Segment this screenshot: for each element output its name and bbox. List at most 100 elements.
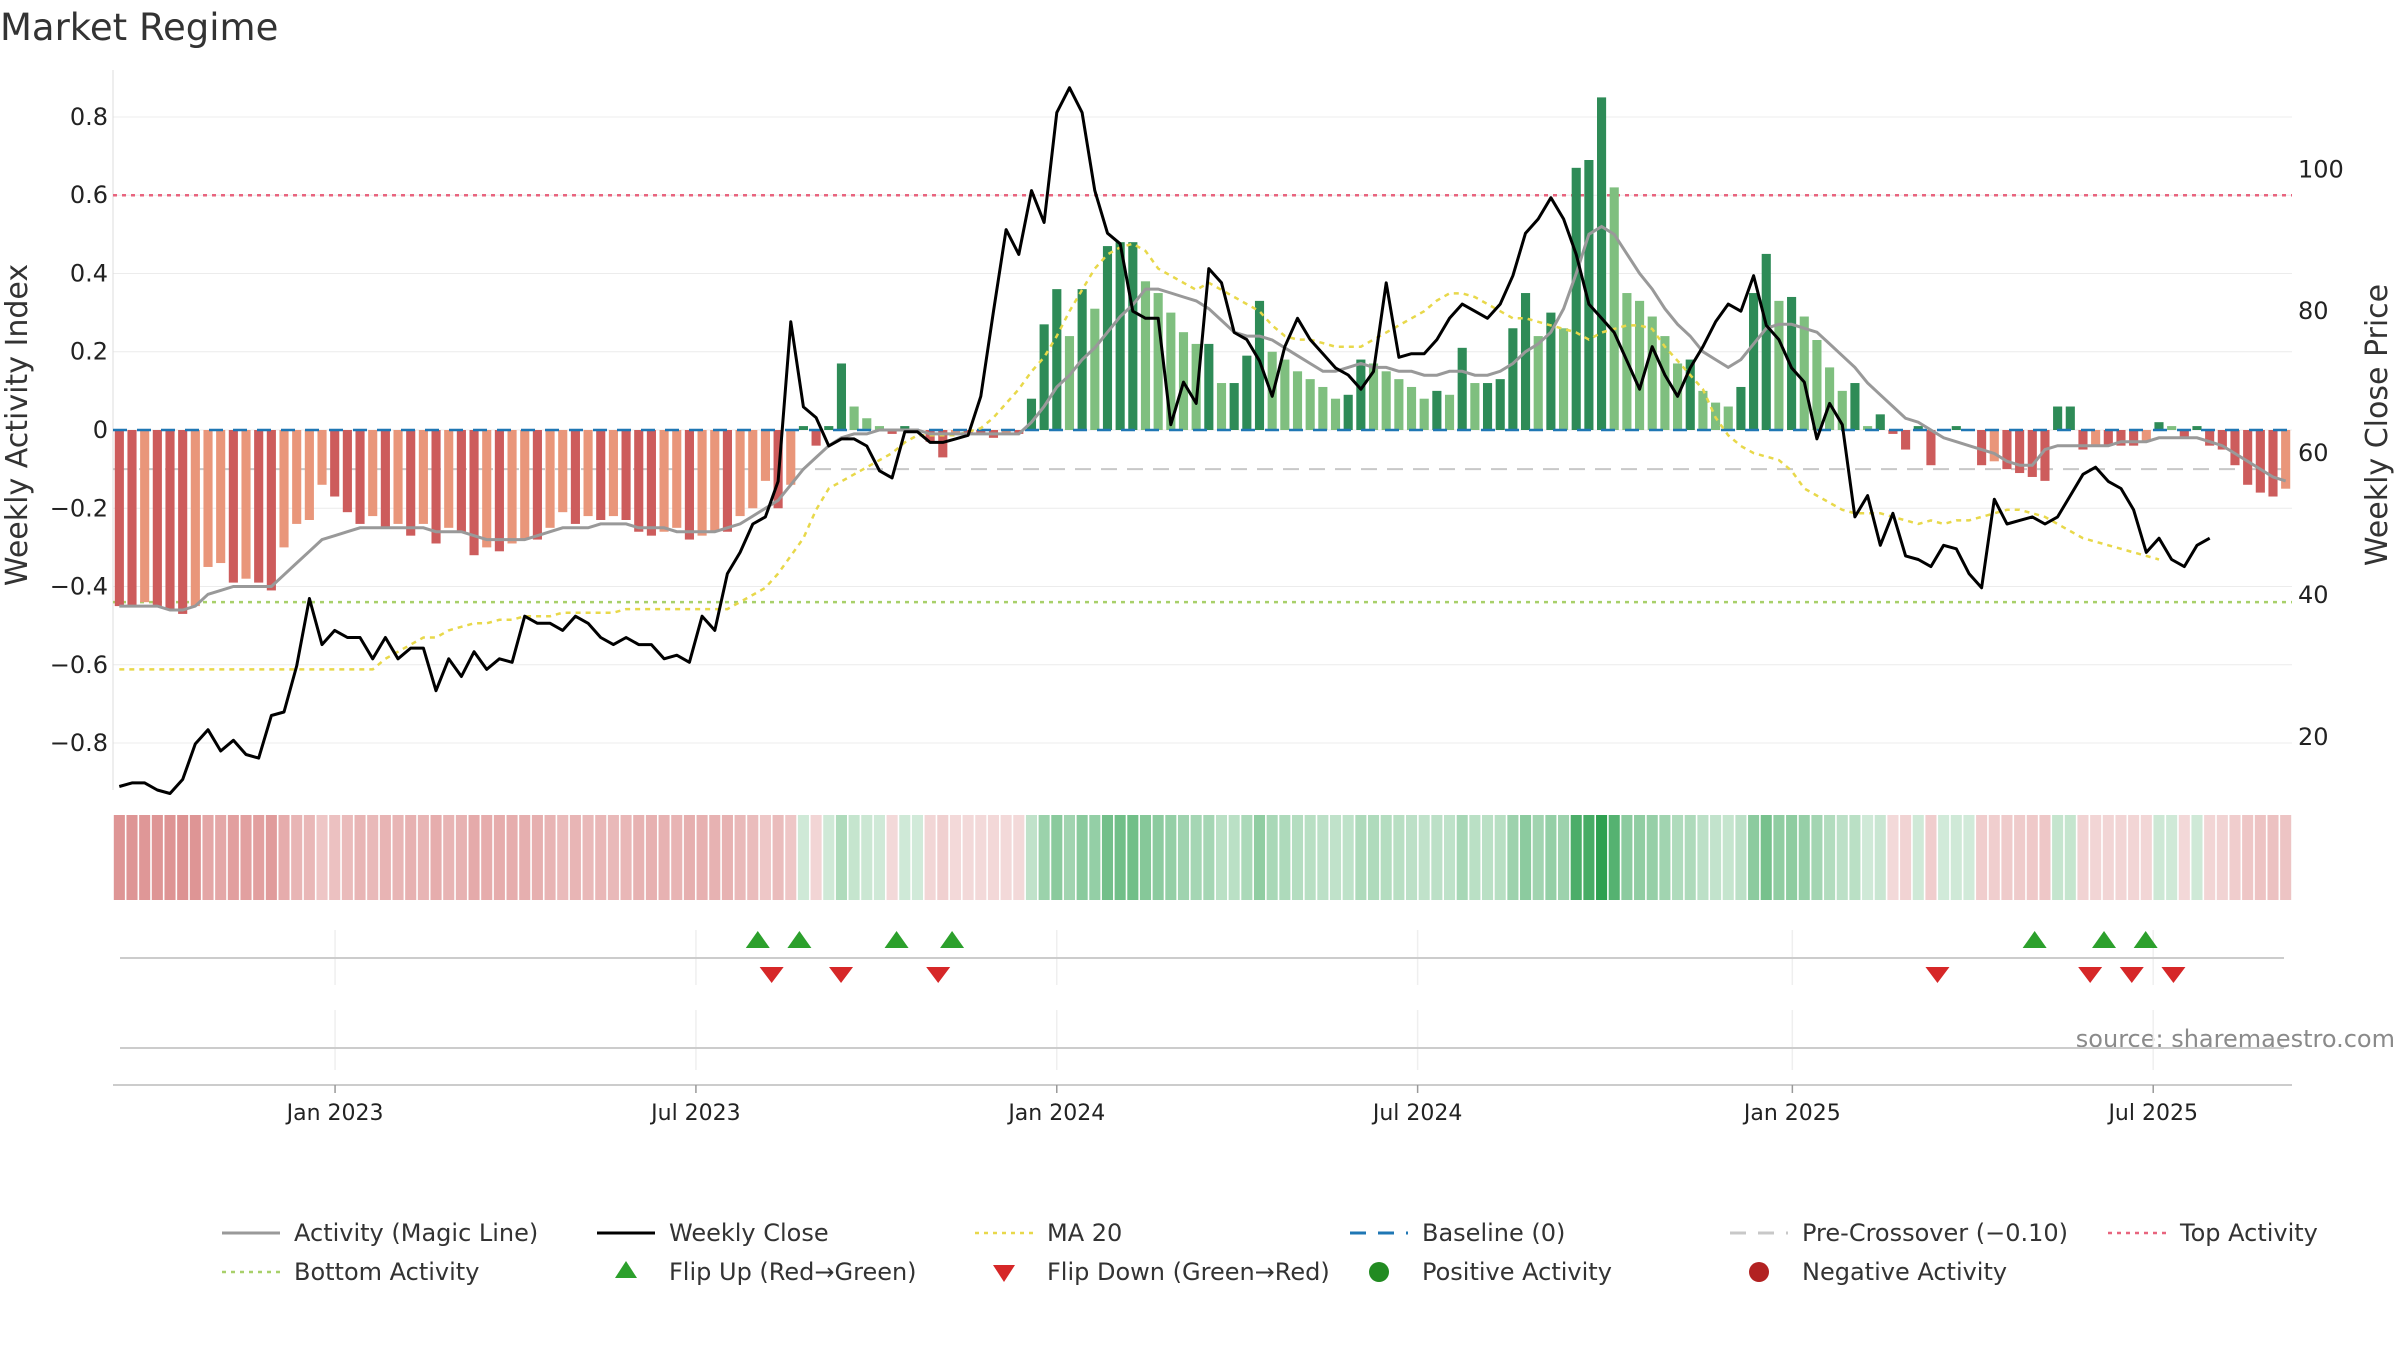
activity-bar bbox=[469, 430, 479, 556]
activity-bar bbox=[178, 430, 188, 614]
legend-item: Pre-Crossover (−0.10) bbox=[1730, 1219, 2068, 1247]
activity-bar bbox=[1951, 426, 1961, 430]
regime-strip-cell bbox=[1545, 815, 1557, 900]
activity-bar bbox=[2192, 426, 2202, 430]
activity-bar bbox=[710, 430, 720, 532]
activity-bar bbox=[1090, 308, 1100, 430]
regime-strip-cell bbox=[1596, 815, 1608, 900]
activity-bar bbox=[2230, 430, 2240, 466]
activity-bar bbox=[317, 430, 327, 485]
activity-bar bbox=[418, 430, 428, 524]
regime-strip-cell bbox=[1558, 815, 1570, 900]
regime-strip-cell bbox=[1697, 815, 1709, 900]
activity-bar bbox=[748, 430, 758, 509]
regime-strip-cell bbox=[1507, 815, 1519, 900]
activity-bar bbox=[1698, 390, 1708, 430]
activity-bar bbox=[266, 430, 276, 591]
activity-bar bbox=[1508, 328, 1518, 430]
flip-up-marker bbox=[2092, 931, 2117, 948]
regime-strip-cell bbox=[658, 815, 670, 900]
activity-bar bbox=[1584, 160, 1594, 430]
regime-strip-cell bbox=[1190, 815, 1202, 900]
flip-up-marker bbox=[884, 931, 909, 948]
regime-strip-cell bbox=[481, 815, 493, 900]
legend-label: Activity (Magic Line) bbox=[294, 1219, 538, 1247]
regime-strip-cell bbox=[2254, 815, 2266, 900]
regime-strip-cell bbox=[1773, 815, 1785, 900]
regime-strip-cell bbox=[582, 815, 594, 900]
regime-strip-cell bbox=[240, 815, 252, 900]
activity-bar bbox=[1609, 187, 1619, 430]
regime-strip-cell bbox=[202, 815, 214, 900]
regime-strip-cell bbox=[2267, 815, 2279, 900]
activity-bar bbox=[672, 430, 682, 528]
activity-bar bbox=[570, 430, 580, 524]
regime-strip-cell bbox=[696, 815, 708, 900]
regime-strip-cell bbox=[2140, 815, 2152, 900]
regime-strip-cell bbox=[1380, 815, 1392, 900]
activity-bar bbox=[1292, 371, 1303, 430]
regime-strip-cell bbox=[1342, 815, 1354, 900]
regime-strip-cell bbox=[569, 815, 581, 900]
regime-strip-cell bbox=[2166, 815, 2178, 900]
regime-strip-cell bbox=[1000, 815, 1012, 900]
activity-bar bbox=[2040, 430, 2050, 481]
regime-strip-cell bbox=[848, 815, 860, 900]
activity-bar bbox=[1153, 293, 1163, 430]
activity-bar bbox=[2091, 430, 2101, 446]
regime-strip-cell bbox=[265, 815, 277, 900]
regime-strip-cell bbox=[2128, 815, 2140, 900]
activity-bar bbox=[1736, 386, 1746, 430]
regime-strip-cell bbox=[1570, 815, 1582, 900]
regime-strip-cell bbox=[595, 815, 607, 900]
legend-item: MA 20 bbox=[975, 1219, 1122, 1247]
activity-bar bbox=[444, 430, 454, 528]
activity-bar bbox=[2078, 430, 2088, 450]
activity-bar bbox=[1216, 383, 1227, 430]
y-tick-label: −0.4 bbox=[50, 573, 108, 601]
regime-strip-cell bbox=[1165, 815, 1177, 900]
activity-bar bbox=[1901, 430, 1911, 450]
activity-bar bbox=[1191, 343, 1201, 430]
activity-bar bbox=[431, 430, 441, 544]
activity-bar bbox=[190, 430, 200, 607]
y2-tick-label: 40 bbox=[2298, 581, 2329, 609]
activity-bar bbox=[330, 430, 340, 497]
flip-up-marker bbox=[787, 931, 812, 948]
activity-bar bbox=[621, 430, 631, 520]
regime-strip-cell bbox=[1114, 815, 1126, 900]
regime-strip-cell bbox=[1279, 815, 1291, 900]
regime-strip-cell bbox=[2052, 815, 2064, 900]
regime-strip-cell bbox=[430, 815, 442, 900]
x-tick-label: Jan 2023 bbox=[285, 1101, 384, 1126]
regime-strip-cell bbox=[607, 815, 619, 900]
flip-down-marker bbox=[2119, 967, 2144, 983]
x-tick-label: Jan 2025 bbox=[1742, 1101, 1841, 1126]
regime-strip-cell bbox=[151, 815, 163, 900]
legend-item: Top Activity bbox=[2108, 1219, 2318, 1247]
legend-item: Baseline (0) bbox=[1350, 1219, 1565, 1247]
regime-strip-cell bbox=[1355, 815, 1367, 900]
flip-up-marker bbox=[745, 931, 770, 948]
activity-bar bbox=[1128, 242, 1138, 430]
activity-bar bbox=[520, 430, 530, 540]
activity-bar bbox=[1685, 359, 1695, 430]
activity-bar bbox=[1026, 398, 1037, 430]
legend-item: Negative Activity bbox=[1749, 1258, 2007, 1286]
regime-strip-cell bbox=[1241, 815, 1253, 900]
regime-strip-cell bbox=[1684, 815, 1696, 900]
activity-bar bbox=[494, 430, 504, 552]
activity-bar bbox=[456, 430, 466, 532]
legend-label: Weekly Close bbox=[669, 1219, 829, 1247]
activity-bar bbox=[1495, 379, 1505, 430]
activity-bar bbox=[874, 426, 885, 430]
legend-item: Activity (Magic Line) bbox=[222, 1219, 538, 1247]
regime-strip-cell bbox=[405, 815, 417, 900]
activity-bar bbox=[697, 430, 707, 536]
regime-strip-cell bbox=[987, 815, 1000, 900]
regime-strip-cell bbox=[1127, 815, 1139, 900]
regime-strip-cell bbox=[493, 815, 505, 900]
activity-bar bbox=[393, 430, 403, 524]
activity-bar bbox=[1432, 390, 1442, 430]
